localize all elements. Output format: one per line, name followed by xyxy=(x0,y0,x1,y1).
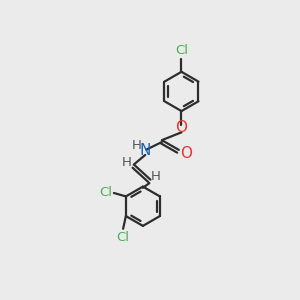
Text: Cl: Cl xyxy=(117,231,130,244)
Text: N: N xyxy=(140,143,151,158)
Text: H: H xyxy=(131,139,141,152)
Text: O: O xyxy=(180,146,192,160)
Text: H: H xyxy=(151,170,161,183)
Text: H: H xyxy=(122,156,132,169)
Text: O: O xyxy=(176,120,188,135)
Text: Cl: Cl xyxy=(99,186,112,199)
Text: Cl: Cl xyxy=(175,44,188,58)
